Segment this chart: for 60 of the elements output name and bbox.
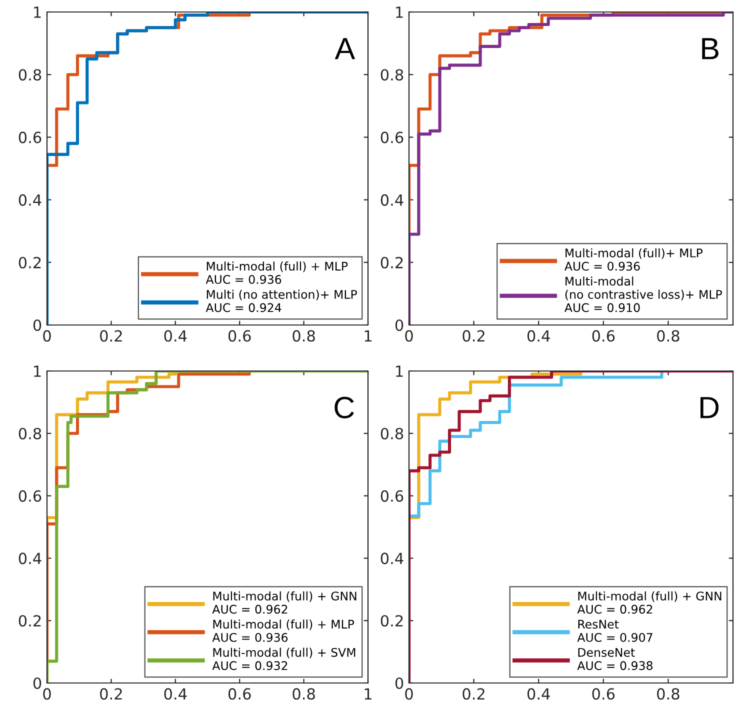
x-tick-label: 0.6 xyxy=(592,330,615,342)
x-tick-label: 0.6 xyxy=(228,688,251,700)
legend-label: Multi (no attention)+ MLP AUC = 0.924 xyxy=(206,290,357,312)
legend-label: Multi-modal (full) + MLP AUC = 0.936 xyxy=(206,262,348,284)
x-tick-label: 0 xyxy=(405,688,413,700)
y-tick-label: 0.4 xyxy=(18,552,42,564)
y-tick-label: 0.4 xyxy=(18,194,42,206)
x-tick-label: 0.2 xyxy=(100,688,122,700)
legend-label: DenseNet AUC = 0.938 xyxy=(577,648,653,670)
y-tick-label: 0.6 xyxy=(380,490,404,502)
x-tick-label: 0.4 xyxy=(164,330,187,342)
y-tick-label: 0.2 xyxy=(380,256,403,268)
y-tick-label: 1 xyxy=(396,6,403,18)
x-tick-label: 0.2 xyxy=(462,688,484,700)
y-tick-label: 0.8 xyxy=(18,69,42,81)
legend-label: Multi-modal (full) + GNN AUC = 0.962 xyxy=(212,591,356,614)
y-tick-label: 1 xyxy=(34,366,41,377)
annotation: C xyxy=(334,396,354,418)
y-tick-label: 0.8 xyxy=(380,69,404,81)
y-tick-label: 0 xyxy=(33,319,42,332)
x-tick-label: 0.4 xyxy=(164,688,187,700)
y-tick-label: 0 xyxy=(33,677,42,690)
y-tick-label: 0.8 xyxy=(380,428,404,440)
x-tick-label: 0.8 xyxy=(292,330,315,342)
y-tick-label: 0.2 xyxy=(18,615,41,627)
legend-label: Multi-modal (full) + SVM AUC = 0.932 xyxy=(212,648,356,670)
x-tick-label: 0.2 xyxy=(462,330,484,342)
y-tick-label: 0 xyxy=(395,319,404,332)
x-tick-label: 0.8 xyxy=(657,330,680,342)
y-tick-label: 0.6 xyxy=(380,132,404,144)
x-tick-label: 1 xyxy=(364,330,372,342)
annotation: A xyxy=(334,38,356,60)
y-tick-label: 0.4 xyxy=(380,194,404,206)
legend-label: Multi-modal (no contrastive loss)+ MLP AUC = 0.910 xyxy=(564,276,722,312)
y-tick-label: 0.6 xyxy=(18,490,42,502)
y-tick-label: 0.2 xyxy=(380,615,403,627)
x-tick-label: 0.2 xyxy=(100,330,122,342)
y-tick-label: 0 xyxy=(395,677,404,690)
legend-label: Multi-modal (full) + GNN AUC = 0.962 xyxy=(577,591,722,614)
x-tick-label: 0 xyxy=(43,330,51,342)
y-tick-label: 0.4 xyxy=(380,552,404,564)
y-tick-label: 0.8 xyxy=(18,428,42,440)
x-tick-label: 0.4 xyxy=(527,688,550,700)
x-tick-label: 0.6 xyxy=(592,688,615,700)
y-tick-label: 0.2 xyxy=(18,256,41,268)
legend-label: Multi-modal (full) + MLP AUC = 0.936 xyxy=(212,620,354,642)
y-tick-label: 1 xyxy=(34,6,41,18)
y-tick-label: 1 xyxy=(396,366,403,377)
legend-label: Multi-modal (full)+ MLP AUC = 0.936 xyxy=(564,248,703,271)
x-tick-label: 0 xyxy=(405,330,413,342)
x-tick-label: 1 xyxy=(364,688,372,700)
x-tick-label: 0.8 xyxy=(657,688,680,700)
x-tick-label: 0.8 xyxy=(292,688,315,700)
x-tick-label: 0 xyxy=(43,688,51,700)
legend-label: ResNet AUC = 0.907 xyxy=(577,620,652,642)
x-tick-label: 0.6 xyxy=(228,330,251,342)
y-tick-label: 0.6 xyxy=(18,132,42,144)
annotation: D xyxy=(700,397,719,418)
x-tick-label: 0.4 xyxy=(527,330,550,342)
annotation: B xyxy=(702,38,718,60)
